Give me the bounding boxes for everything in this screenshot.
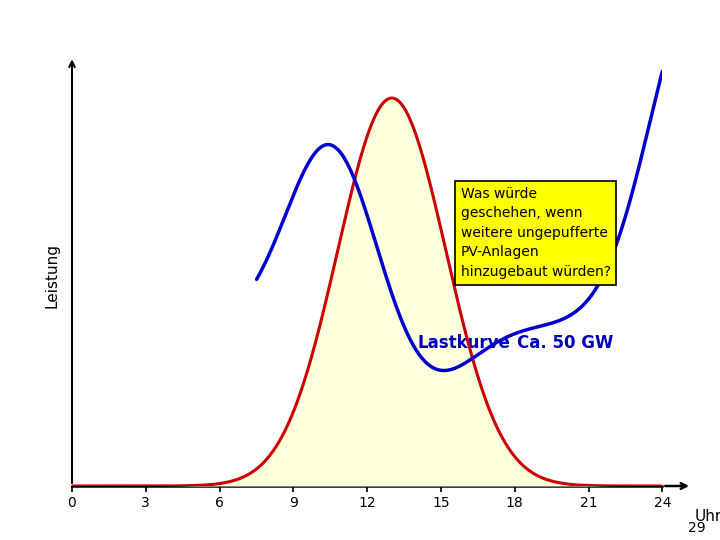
Text: Ca. 50 GW: Ca. 50 GW — [517, 334, 613, 352]
Text: 29: 29 — [688, 521, 706, 535]
Text: Was würde
geschehen, wenn
weitere ungepufferte
PV-Anlagen
hinzugebaut würden?: Was würde geschehen, wenn weitere ungepu… — [461, 187, 611, 279]
Text: Lastkurve: Lastkurve — [417, 334, 510, 352]
Text: Leistung: Leistung — [45, 242, 60, 308]
Text: Uhrzeit: Uhrzeit — [694, 509, 720, 524]
